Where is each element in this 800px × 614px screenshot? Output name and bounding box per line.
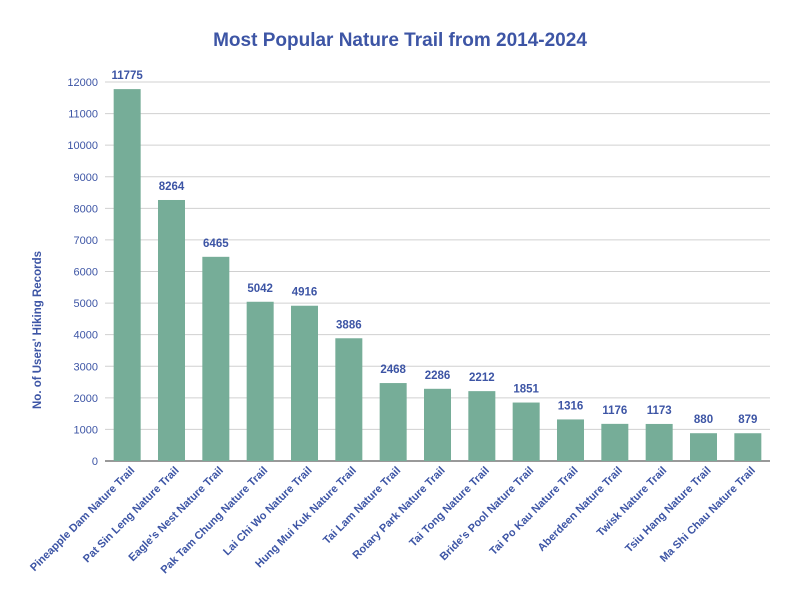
y-tick-label: 2000 [74, 393, 98, 405]
y-tick-label: 3000 [74, 361, 98, 373]
y-tick-label: 12000 [67, 77, 98, 89]
x-tick-label: Tai Lam Nature Trail [321, 465, 403, 547]
bar [379, 383, 407, 461]
data-label: 4916 [292, 287, 318, 299]
bar [645, 423, 673, 461]
data-label: 2212 [469, 372, 495, 384]
bars [113, 89, 762, 461]
data-label: 5042 [247, 283, 273, 295]
data-label: 1173 [647, 405, 672, 417]
chart-title: Most Popular Nature Trail from 2014-2024 [213, 30, 587, 51]
data-label: 1851 [513, 384, 539, 396]
x-tick-label: Tai Po Kau Nature Trail [488, 465, 581, 558]
y-tick-label: 6000 [74, 267, 98, 279]
bar [335, 338, 363, 461]
y-tick-label: 7000 [74, 235, 98, 247]
bar [690, 433, 717, 461]
x-tick-label: Rotary Park Nature Trail [351, 465, 448, 562]
bar [202, 256, 230, 461]
bar [246, 301, 274, 461]
y-tick-label: 4000 [74, 330, 98, 342]
bar [601, 423, 629, 461]
y-tick-label: 11000 [68, 109, 98, 121]
data-label: 2286 [425, 370, 451, 382]
bar [291, 305, 318, 461]
x-tick-label: Tsiu Hang Nature Trail [623, 465, 713, 555]
data-label: 1176 [602, 405, 627, 417]
x-tick-label: Lai Chi Wo Nature Trail [221, 465, 314, 558]
bar [512, 402, 540, 461]
gridlines [105, 81, 770, 462]
bar [557, 419, 584, 461]
y-axis-ticks: 0 1000 2000 3000 4000 5000 6000 7000 8000 9000 100… [67, 77, 98, 468]
x-tick-label: Tai Tong Nature Trail [407, 465, 492, 550]
x-tick-label: Aberdeen Nature Trail [536, 465, 625, 554]
data-labels: 11775 8264 6465 5042 4916 3886 2468 2286 2212 185… [111, 70, 757, 426]
y-tick-label: 0 [92, 456, 98, 468]
data-label: 6465 [203, 238, 229, 250]
bar [468, 391, 496, 461]
y-tick-label: 1000 [74, 424, 98, 436]
data-label: 879 [738, 414, 757, 426]
data-label: 2468 [380, 364, 406, 376]
bar [734, 433, 762, 461]
data-label: 11775 [111, 70, 143, 82]
data-label: 3886 [336, 319, 362, 331]
bar [424, 388, 451, 461]
bar [158, 199, 185, 461]
y-tick-label: 9000 [74, 172, 98, 184]
data-label: 880 [694, 414, 713, 426]
data-label: 1316 [558, 400, 584, 412]
data-label: 8264 [159, 181, 185, 193]
bar [113, 89, 141, 461]
y-tick-label: 8000 [74, 203, 98, 215]
y-tick-label: 5000 [74, 298, 98, 310]
x-tick-label: Ma Shi Chau Nature Trail [658, 465, 758, 565]
y-tick-label: 10000 [67, 140, 98, 152]
